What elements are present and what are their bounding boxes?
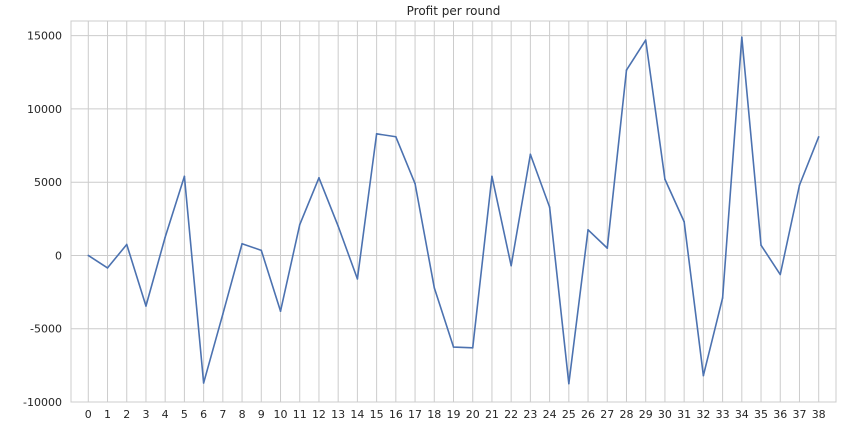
data-point [241, 242, 243, 245]
data-point [491, 175, 493, 178]
x-tick-label: 11 [293, 408, 307, 421]
x-tick-label: 34 [735, 408, 749, 421]
x-tick-label: 12 [312, 408, 326, 421]
data-point [452, 346, 455, 348]
y-tick-label: 10000 [27, 103, 62, 116]
data-point [260, 249, 263, 252]
x-tick-label: 21 [485, 408, 499, 421]
data-point [817, 135, 820, 138]
data-point [606, 247, 609, 249]
x-tick-label: 23 [523, 408, 537, 421]
y-tick-label: 15000 [27, 30, 62, 43]
x-tick-label: 37 [792, 408, 806, 421]
x-tick-label: 26 [581, 408, 595, 421]
x-tick-label: 9 [258, 408, 265, 421]
data-point [183, 175, 186, 178]
x-tick-label: 0 [85, 408, 92, 421]
data-point [106, 267, 109, 269]
data-point [145, 305, 147, 307]
data-point [202, 382, 205, 384]
data-point [164, 236, 166, 238]
data-point [471, 346, 474, 349]
x-tick-label: 10 [274, 408, 288, 421]
x-tick-label: 5 [181, 408, 188, 421]
x-tick-label: 16 [389, 408, 403, 421]
data-point [760, 244, 762, 247]
data-point [702, 374, 705, 377]
grid [71, 21, 836, 403]
data-point [318, 176, 320, 179]
x-tick-label: 38 [812, 408, 826, 421]
data-point [414, 182, 416, 185]
data-point [798, 184, 801, 186]
y-tick-label: 5000 [34, 176, 62, 189]
x-tick-label: 28 [619, 408, 633, 421]
x-tick-label: 4 [162, 408, 169, 421]
data-point [125, 243, 128, 246]
x-tick-label: 20 [466, 408, 480, 421]
data-point [433, 286, 436, 289]
data-point [298, 223, 301, 226]
x-tick-label: 3 [142, 408, 149, 421]
data-point [395, 135, 397, 138]
x-axis: 0 1 2 3 4 5 6 7 8 9 10 11 12 13 14 15 16 17 18 19 20 21 22 23 24… [85, 408, 826, 421]
data-point [625, 69, 628, 71]
x-tick-label: 15 [370, 408, 384, 421]
data-point [721, 297, 724, 299]
data-point [568, 382, 570, 385]
data-point [222, 313, 224, 315]
data-point [741, 36, 743, 38]
x-tick-label: 6 [200, 408, 207, 421]
x-tick-label: 8 [239, 408, 246, 421]
data-point [337, 225, 339, 227]
series-layer [87, 36, 820, 385]
data-point [664, 178, 666, 181]
data-point [279, 310, 282, 312]
x-tick-label: 7 [219, 408, 226, 421]
data-point [87, 254, 90, 257]
x-tick-label: 13 [331, 408, 345, 421]
plot-frame [70, 20, 837, 403]
y-tick-label: 0 [55, 249, 62, 262]
x-tick-label: 35 [754, 408, 768, 421]
data-point [644, 39, 647, 41]
x-tick-label: 2 [123, 408, 130, 421]
x-tick-label: 19 [447, 408, 461, 421]
data-point [779, 273, 782, 276]
x-tick-label: 31 [677, 408, 691, 421]
data-point [587, 229, 589, 231]
x-tick-label: 27 [600, 408, 614, 421]
x-tick-label: 22 [504, 408, 518, 421]
x-tick-label: 33 [716, 408, 730, 421]
x-tick-label: 29 [639, 408, 653, 421]
data-point [529, 153, 532, 156]
data-point [548, 206, 551, 208]
y-tick-label: -5000 [30, 323, 62, 336]
data-point [356, 278, 359, 280]
data-point [510, 264, 512, 267]
x-tick-label: 32 [696, 408, 710, 421]
x-tick-label: 30 [658, 408, 672, 421]
x-tick-label: 14 [350, 408, 364, 421]
x-tick-label: 25 [562, 408, 576, 421]
y-tick-label: -10000 [23, 396, 62, 409]
x-tick-label: 18 [427, 408, 441, 421]
data-point [375, 133, 378, 135]
x-tick-label: 17 [408, 408, 422, 421]
data-point [683, 220, 685, 223]
chart-title: Profit per round [407, 4, 501, 18]
x-tick-label: 36 [773, 408, 787, 421]
x-tick-label: 24 [543, 408, 557, 421]
x-tick-label: 1 [104, 408, 111, 421]
y-axis: -10000 -5000 0 5000 10000 15000 [23, 30, 62, 409]
